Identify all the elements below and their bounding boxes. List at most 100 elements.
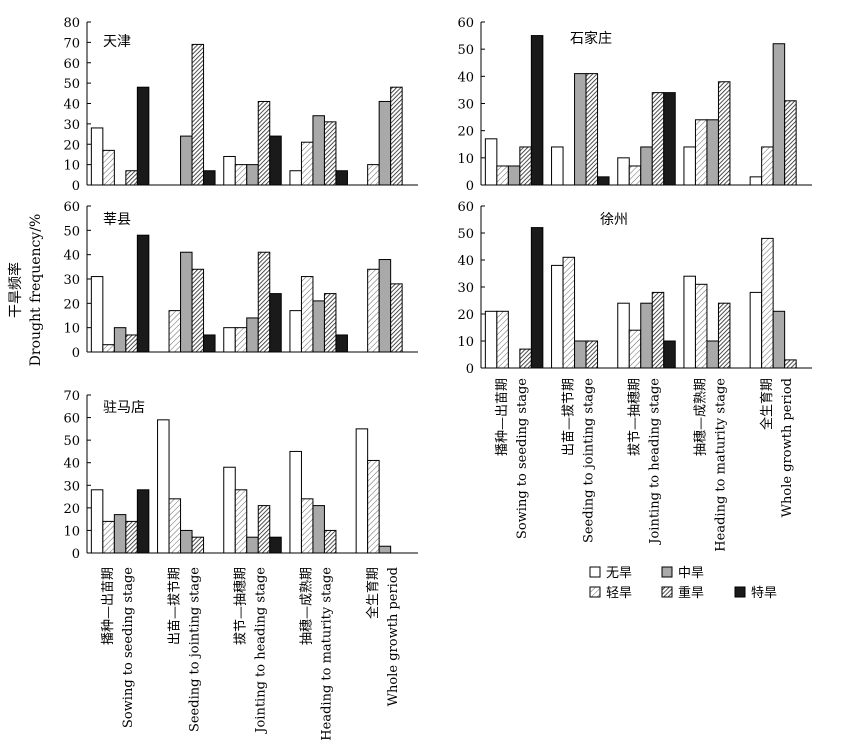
bar-1-3 xyxy=(113,327,127,353)
category-label-en-bottom: Sowing to seeding stage xyxy=(121,567,136,728)
y-tick-label: 0 xyxy=(72,346,80,361)
bar-1-1 xyxy=(90,489,104,554)
bar-2-3 xyxy=(574,340,587,369)
bar-5-2 xyxy=(761,237,774,369)
bar-5-4 xyxy=(390,86,403,186)
y-tick-label: 10 xyxy=(457,335,474,350)
bar-2-1 xyxy=(551,264,564,369)
category-label-cn-bottom: 全生育期 xyxy=(365,567,381,619)
bar-2-5 xyxy=(203,170,216,186)
bar-1-1 xyxy=(484,138,498,186)
bar-2-4 xyxy=(191,536,205,554)
bar-1-2 xyxy=(102,520,115,554)
chart-panel-shenxian: 0 10 20 30 40 50 60 莘县 xyxy=(63,200,418,361)
y-tick-label: 20 xyxy=(63,138,80,153)
bar-3-3 xyxy=(640,302,653,369)
y-tick-label: 10 xyxy=(63,524,80,539)
bar-2-4 xyxy=(585,340,599,369)
legend-label: 中旱 xyxy=(678,566,704,581)
bar-1-4 xyxy=(125,170,138,186)
y-tick-label: 10 xyxy=(457,152,474,167)
y-tick-label: 50 xyxy=(457,43,474,58)
bar-1-5 xyxy=(530,35,544,186)
panel-title: 石家庄 xyxy=(570,30,612,47)
y-axis-label-en: Drought frequency/% xyxy=(28,214,44,367)
category-label-cn-right: 拔节—抽穗期 xyxy=(628,378,643,456)
category-label-cn-bottom: 抽穗—成熟期 xyxy=(299,567,315,645)
bar-1-1 xyxy=(484,310,498,369)
bar-5-2 xyxy=(367,164,380,186)
legend-swatch xyxy=(661,586,673,598)
bar-1-4 xyxy=(125,520,138,554)
bar-3-2 xyxy=(234,164,248,186)
bar-5-1 xyxy=(749,176,763,186)
y-tick-label: 80 xyxy=(63,16,80,31)
bar-2-3 xyxy=(180,251,193,353)
bar-2-1 xyxy=(157,419,170,554)
y-tick-label: 20 xyxy=(457,308,474,323)
bar-3-4 xyxy=(651,291,665,369)
bar-5-2 xyxy=(367,459,380,554)
bar-5-1 xyxy=(749,291,763,369)
bar-3-2 xyxy=(234,489,248,554)
legend-swatch xyxy=(589,586,601,598)
bar-4-2 xyxy=(300,141,314,186)
chart-panel-xuzhou: 0 10 20 30 40 50 60 徐州 xyxy=(457,200,812,377)
category-label-cn-right: 播种—出苗期 xyxy=(495,378,510,456)
y-tick-label: 60 xyxy=(457,200,474,215)
bar-2-5 xyxy=(597,176,610,186)
panel-title: 徐州 xyxy=(600,212,628,228)
bar-3-3 xyxy=(246,164,259,186)
bar-5-2 xyxy=(367,268,380,353)
bar-1-2 xyxy=(496,165,509,186)
bar-4-2 xyxy=(694,283,708,369)
bar-4-2 xyxy=(694,119,708,186)
bar-3-5 xyxy=(269,135,282,186)
bar-3-5 xyxy=(663,92,676,186)
y-tick-label: 60 xyxy=(63,200,80,215)
y-tick-label: 40 xyxy=(457,254,474,269)
bar-1-1 xyxy=(90,276,104,353)
category-label-en-bottom: Seeding to jointing stage xyxy=(187,567,202,732)
bar-4-3 xyxy=(312,505,325,554)
legend-swatch xyxy=(661,566,673,578)
bar-4-1 xyxy=(683,275,696,369)
legend-label: 无旱 xyxy=(606,566,632,581)
bar-2-2 xyxy=(168,498,182,554)
category-label-en-right: Heading to maturity stage xyxy=(714,378,729,552)
bar-3-4 xyxy=(651,92,665,186)
bar-4-1 xyxy=(289,170,302,186)
legend-swatch xyxy=(734,586,746,598)
bar-3-1 xyxy=(617,157,630,186)
panel-title: 天津 xyxy=(103,34,131,50)
category-label-cn-right: 抽穗—成熟期 xyxy=(693,378,709,456)
y-tick-label: 50 xyxy=(63,77,80,92)
bar-3-4 xyxy=(257,505,271,554)
bar-5-3 xyxy=(378,545,392,554)
category-label-cn-right: 全生育期 xyxy=(759,378,775,430)
bar-1-4 xyxy=(519,348,532,369)
bar-2-4 xyxy=(191,43,205,186)
y-tick-label: 40 xyxy=(63,98,80,113)
bar-2-2 xyxy=(562,256,576,369)
bar-2-1 xyxy=(551,146,564,186)
bar-3-1 xyxy=(223,466,236,554)
bar-3-5 xyxy=(663,340,676,369)
bar-4-5 xyxy=(335,170,348,186)
bar-2-5 xyxy=(203,334,216,353)
bar-2-3 xyxy=(180,529,193,554)
bar-4-3 xyxy=(706,119,719,186)
category-label-en-bottom: Jointing to heading stage xyxy=(254,567,269,735)
y-tick-label: 20 xyxy=(457,125,474,140)
chart-panel-tianjin: 0 10 20 30 40 50 60 70 80 天津 xyxy=(63,16,418,194)
bar-2-4 xyxy=(191,268,205,353)
category-label-en-bottom: Heading to maturity stage xyxy=(320,567,335,741)
category-label-en-right: Sowing to seeding stage xyxy=(515,378,530,539)
y-tick-label: 0 xyxy=(466,179,474,194)
bar-3-2 xyxy=(628,329,642,369)
y-tick-label: 0 xyxy=(72,179,80,194)
bar-1-1 xyxy=(90,127,104,186)
bar-3-5 xyxy=(269,293,282,353)
bar-4-2 xyxy=(300,276,314,353)
bar-3-3 xyxy=(640,146,653,186)
